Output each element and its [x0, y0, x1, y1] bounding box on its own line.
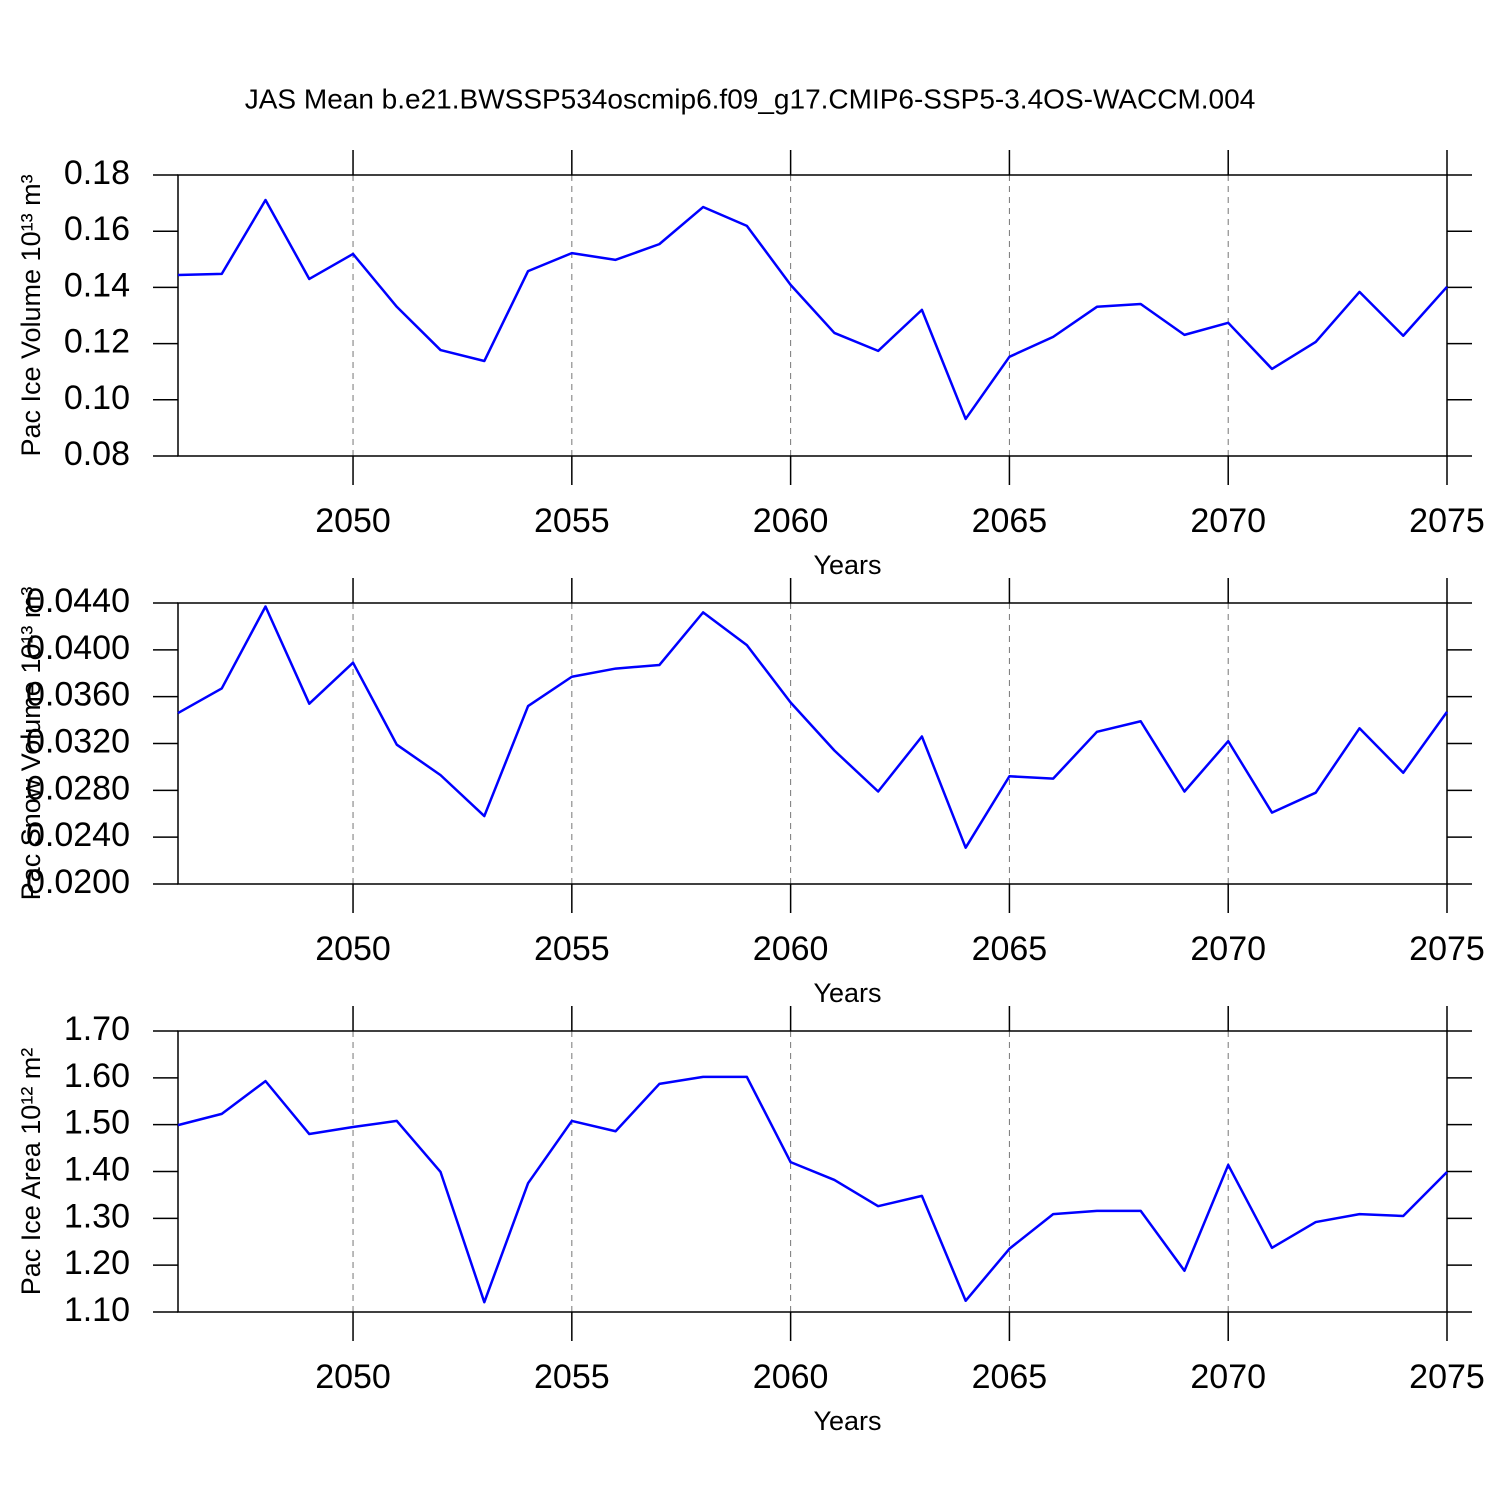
plot-frame — [177, 1030, 1448, 1313]
data-line — [177, 198, 1448, 421]
y-tick-label: 1.70 — [64, 1010, 130, 1048]
x-tick-label: 2075 — [1409, 930, 1485, 968]
y-tick-label: 1.20 — [64, 1244, 130, 1282]
y-tick-label: 1.50 — [64, 1104, 130, 1142]
plot-frame — [177, 174, 1448, 457]
x-tick-label: 2065 — [972, 1358, 1048, 1396]
panel: 2050 2055 2060 2065 2070 2075 0.0200 0.0240 0.02… — [16, 578, 1485, 1008]
x-tick-label: 2070 — [1190, 930, 1266, 968]
y-tick-label: 1.40 — [64, 1150, 130, 1188]
x-tick-label: 2065 — [972, 930, 1048, 968]
y-tick-label: 1.10 — [64, 1291, 130, 1329]
panel: 2050 2055 2060 2065 2070 2075 0.08 0.10 0.12 0.14… — [16, 150, 1485, 580]
x-axis-label: Years — [813, 1406, 881, 1436]
x-tick-label: 2075 — [1409, 1358, 1485, 1396]
y-tick-label: 1.60 — [64, 1057, 130, 1095]
y-tick-label: 0.0360 — [26, 676, 130, 714]
y-axis-label: Pac Ice Area 10¹² m² — [16, 1048, 46, 1296]
x-tick-label: 2055 — [534, 502, 610, 540]
y-tick-label: 0.0320 — [26, 722, 130, 760]
y-tick-label: 0.16 — [64, 210, 130, 248]
x-tick-label: 2055 — [534, 930, 610, 968]
x-tick-label: 2075 — [1409, 502, 1485, 540]
x-tick-label: 2055 — [534, 1358, 610, 1396]
y-tick-label: 0.14 — [64, 266, 130, 304]
x-tick-label: 2065 — [972, 502, 1048, 540]
chart-title: JAS Mean b.e21.BWSSP534oscmip6.f09_g17.C… — [245, 83, 1256, 114]
y-tick-label: 0.0240 — [26, 816, 130, 854]
x-axis-label: Years — [813, 978, 881, 1008]
y-tick-label: 0.10 — [64, 379, 130, 417]
x-tick-label: 2050 — [315, 502, 391, 540]
y-axis-label: Pac Snow Volume 10¹³ m³ — [16, 587, 46, 901]
x-tick-label: 2060 — [753, 1358, 829, 1396]
y-tick-label: 0.0400 — [26, 629, 130, 667]
x-tick-label: 2050 — [315, 930, 391, 968]
y-axis-label: Pac Ice Volume 10¹³ m³ — [16, 174, 46, 456]
y-tick-label: 0.0200 — [26, 863, 130, 901]
y-tick-label: 0.18 — [64, 154, 130, 192]
data-line — [177, 605, 1449, 849]
y-tick-label: 0.12 — [64, 323, 130, 361]
x-tick-label: 2050 — [315, 1358, 391, 1396]
panel: 2050 2055 2060 2065 2070 2075 1.10 1.20 1.30 1.40… — [16, 1006, 1485, 1436]
data-line — [177, 1075, 1448, 1304]
x-tick-label: 2060 — [753, 930, 829, 968]
x-axis-label: Years — [813, 550, 881, 580]
x-tick-label: 2070 — [1190, 502, 1266, 540]
x-tick-label: 2070 — [1190, 1358, 1266, 1396]
y-tick-label: 0.0280 — [26, 769, 130, 807]
y-tick-label: 1.30 — [64, 1197, 130, 1235]
plot-frame — [177, 602, 1448, 885]
y-tick-label: 0.0440 — [26, 582, 130, 620]
y-tick-label: 0.08 — [64, 435, 130, 473]
x-tick-label: 2060 — [753, 502, 829, 540]
